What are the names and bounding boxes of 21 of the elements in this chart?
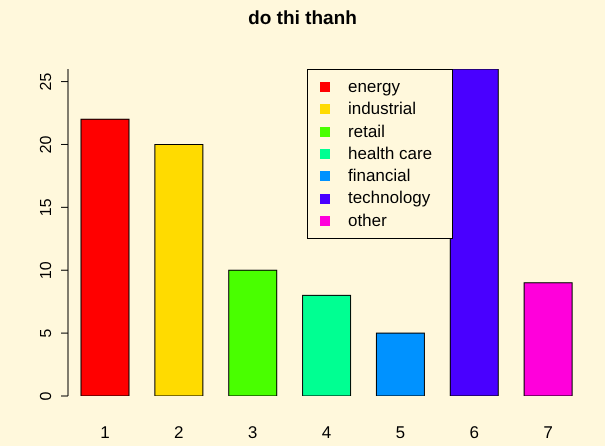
- y-tick-label: 15: [38, 198, 55, 216]
- x-tick-label: 1: [100, 423, 110, 442]
- legend-label: retail: [348, 120, 385, 143]
- chart-title: do thi thanh: [247, 8, 358, 30]
- x-tick-label: 2: [174, 423, 184, 442]
- x-tick-label: 4: [322, 423, 332, 442]
- y-tick-label: 10: [38, 261, 55, 280]
- legend-label: energy: [348, 76, 400, 98]
- x-tick-label: 6: [469, 423, 479, 442]
- legend-label: financial: [348, 165, 410, 188]
- y-tick-label: 0: [38, 391, 55, 400]
- x-tick-label: 3: [248, 423, 258, 442]
- y-tick-label: 25: [38, 72, 55, 90]
- x-tick-label: 7: [543, 423, 553, 442]
- legend-label: other: [348, 210, 387, 232]
- legend-label: industrial: [348, 98, 416, 120]
- y-tick-label: 20: [38, 135, 55, 154]
- y-tick-label: 5: [38, 328, 55, 338]
- legend-label: health care: [348, 142, 432, 165]
- x-tick-label: 5: [396, 423, 406, 442]
- legend-label: technology: [348, 187, 430, 210]
